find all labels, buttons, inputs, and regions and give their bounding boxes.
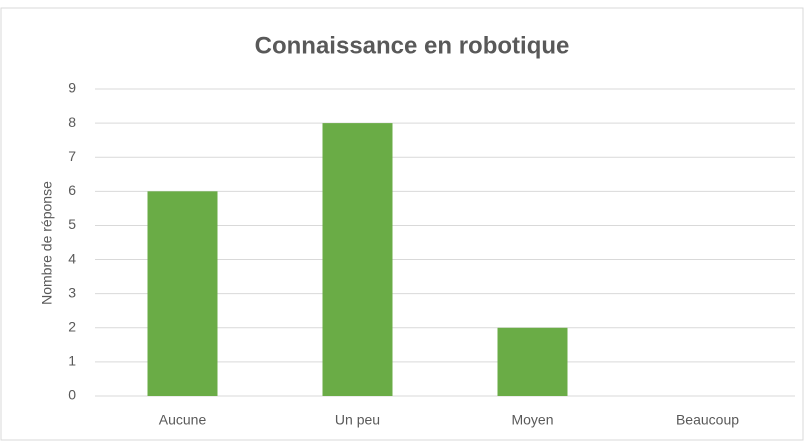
- bar: [497, 327, 568, 396]
- y-tick-label: 1: [68, 353, 76, 369]
- y-tick-label: 2: [68, 318, 76, 334]
- y-tick-label: 5: [68, 216, 76, 232]
- y-tick-label: 0: [68, 387, 76, 403]
- y-tick-label: 4: [68, 250, 76, 266]
- chart-frame: [0, 7, 804, 441]
- y-tick-label: 8: [68, 114, 76, 130]
- x-tick-label: Beaucoup: [676, 412, 739, 428]
- y-tick-label: 3: [68, 284, 76, 300]
- x-tick-label: Aucune: [159, 412, 207, 428]
- y-tick-label: 6: [68, 182, 76, 198]
- bar: [147, 191, 218, 396]
- y-tick-label: 9: [68, 80, 76, 96]
- y-tick-label: 7: [68, 148, 76, 164]
- x-tick-label: Moyen: [511, 412, 553, 428]
- x-tick-label: Un peu: [335, 412, 380, 428]
- chart-title: Connaissance en robotique: [255, 32, 570, 59]
- bar: [322, 123, 393, 396]
- y-axis-label: Nombre de réponse: [39, 181, 55, 305]
